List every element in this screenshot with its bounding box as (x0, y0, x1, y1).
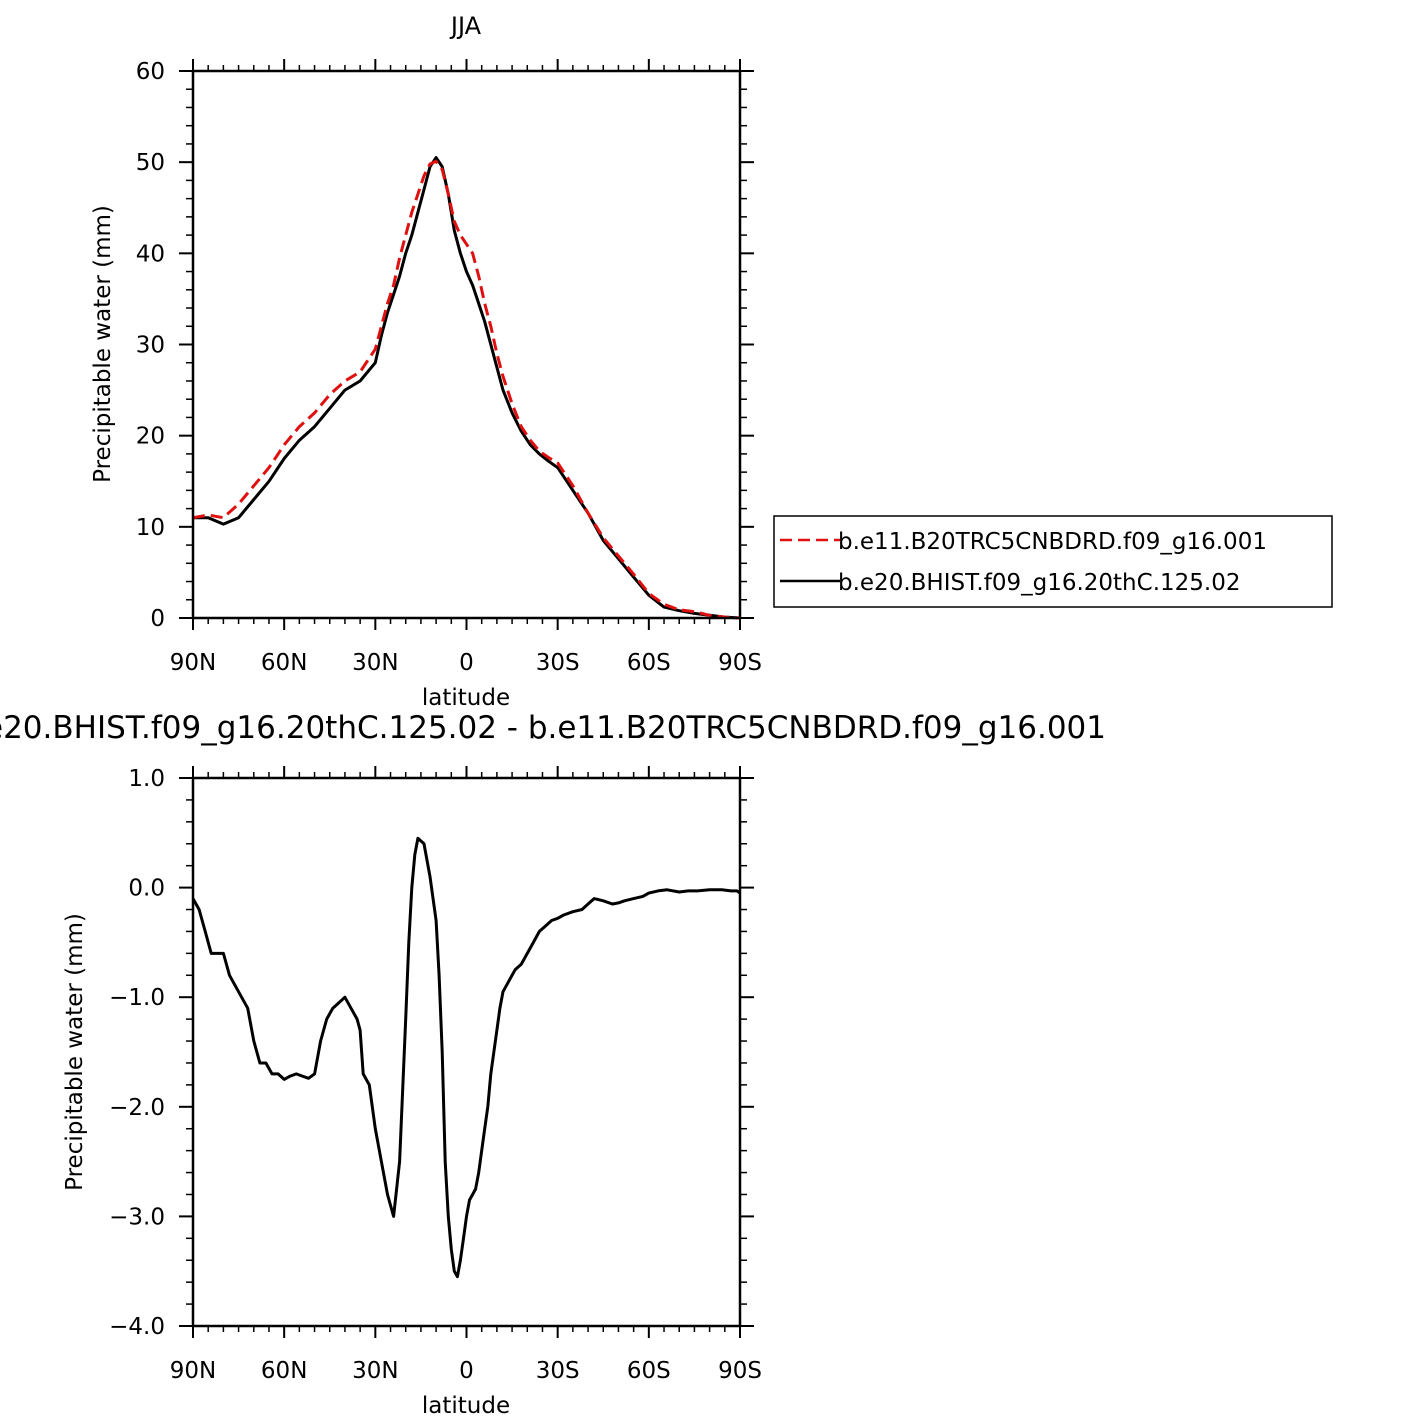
panel-diff-frame (191, 776, 742, 1328)
y-tick-label: 20 (136, 424, 165, 450)
panel-mean-series (192, 156, 741, 620)
y-tick-label: −2.0 (109, 1095, 165, 1121)
panel-diff: b.e20.BHIST.f09_g16.20thC.125.02 - b.e11… (0, 710, 1106, 1419)
panel-diff-ticks: 90N 60N 30N 0 30S 60S 90S −4.0 −3.0 −2.0 −1.0 0.0 1.… (109, 766, 762, 1384)
x-tick-label: 90S (718, 1358, 762, 1384)
x-tick-label: 90S (718, 650, 762, 676)
x-tick-label: 0 (459, 1358, 474, 1384)
y-tick-label: −3.0 (109, 1204, 165, 1230)
panel-diff-series (191, 836, 741, 1279)
y-tick-label: 30 (136, 333, 165, 359)
series-line-1 (191, 836, 741, 1279)
x-tick-label: 60S (627, 1358, 671, 1384)
x-tick-label: 90N (170, 1358, 216, 1384)
panel-mean-ticks: 90N 60N 30N 0 30S 60S 90S 0 10 20 30 40 50 60 (136, 59, 762, 676)
x-tick-label: 30S (536, 1358, 580, 1384)
x-tick-label: 60N (261, 650, 307, 676)
legend-label-series-2: b.e20.BHIST.f09_g16.20thC.125.02 (838, 570, 1240, 596)
y-tick-label: 60 (136, 59, 165, 85)
y-tick-label: 1.0 (128, 766, 165, 792)
legend-label-series-1: b.e11.B20TRC5CNBDRD.f09_g16.001 (838, 529, 1267, 555)
panel-diff-xlabel: latitude (422, 1393, 510, 1419)
legend-box (773, 515, 1333, 608)
x-tick-label: 30S (536, 650, 580, 676)
y-tick-label: 0.0 (128, 876, 165, 902)
y-tick-label: 0 (150, 606, 165, 632)
panel-diff-ylabel: Precipitable water (mm) (62, 913, 88, 1191)
series-line-1 (192, 159, 741, 620)
panel-mean-frame (191, 69, 742, 620)
legend: b.e11.B20TRC5CNBDRD.f09_g16.001 b.e20.BH… (773, 515, 1333, 608)
series-line-2 (193, 156, 741, 620)
x-tick-label: 90N (170, 650, 216, 676)
x-tick-label: 60S (627, 650, 671, 676)
panel-mean-title: JJA (449, 12, 482, 40)
panel-mean: JJA 90N 60N 30N 0 30S 60S 90S 0 10 20 30 40 50 60 lat… (90, 12, 762, 711)
y-tick-label: 10 (136, 515, 165, 541)
panel-mean-ylabel: Precipitable water (mm) (90, 205, 116, 483)
y-tick-label: 50 (136, 150, 165, 176)
y-tick-label: −1.0 (109, 985, 165, 1011)
y-tick-label: −4.0 (109, 1314, 165, 1340)
x-tick-label: 60N (261, 1358, 307, 1384)
panel-diff-title: b.e20.BHIST.f09_g16.20thC.125.02 - b.e11… (0, 710, 1106, 746)
x-tick-label: 30N (352, 650, 398, 676)
y-tick-label: 40 (136, 241, 165, 267)
x-tick-label: 30N (352, 1358, 398, 1384)
x-tick-label: 0 (459, 650, 474, 676)
panel-mean-xlabel: latitude (422, 685, 510, 711)
